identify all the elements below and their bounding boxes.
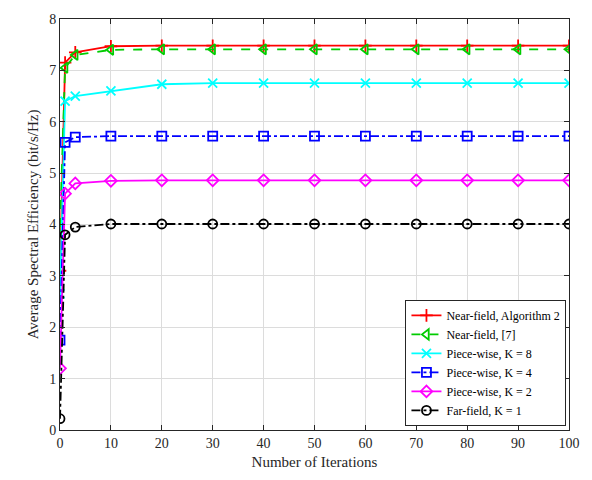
svg-text:5: 5 bbox=[49, 166, 56, 181]
svg-text:Number of Iterations: Number of Iterations bbox=[252, 454, 378, 470]
svg-text:7: 7 bbox=[49, 63, 56, 78]
svg-text:0: 0 bbox=[57, 436, 64, 451]
svg-text:Piece-wise, K = 2: Piece-wise, K = 2 bbox=[446, 385, 531, 399]
svg-text:100: 100 bbox=[559, 436, 580, 451]
svg-text:Near-field, [7]: Near-field, [7] bbox=[446, 328, 515, 342]
svg-text:80: 80 bbox=[460, 436, 474, 451]
svg-text:60: 60 bbox=[358, 436, 372, 451]
svg-text:90: 90 bbox=[511, 436, 525, 451]
svg-text:3: 3 bbox=[49, 269, 56, 284]
svg-text:Average Spectral Efficiency (b: Average Spectral Efficiency (bit/s/Hz) bbox=[25, 110, 42, 340]
svg-text:70: 70 bbox=[409, 436, 423, 451]
svg-text:Piece-wise, K = 8: Piece-wise, K = 8 bbox=[446, 347, 531, 361]
svg-text:50: 50 bbox=[308, 436, 322, 451]
svg-text:1: 1 bbox=[49, 372, 56, 387]
svg-text:8: 8 bbox=[49, 12, 56, 27]
svg-text:Near-field, Algorithm 2: Near-field, Algorithm 2 bbox=[446, 309, 559, 323]
svg-text:4: 4 bbox=[49, 217, 56, 232]
svg-text:20: 20 bbox=[155, 436, 169, 451]
svg-text:2: 2 bbox=[49, 320, 56, 335]
svg-text:40: 40 bbox=[257, 436, 271, 451]
svg-text:0: 0 bbox=[49, 423, 56, 438]
svg-text:10: 10 bbox=[104, 436, 118, 451]
svg-text:Piece-wise, K = 4: Piece-wise, K = 4 bbox=[446, 366, 531, 380]
svg-text:Far-field, K = 1: Far-field, K = 1 bbox=[446, 404, 521, 418]
svg-text:6: 6 bbox=[49, 115, 56, 130]
svg-text:30: 30 bbox=[206, 436, 220, 451]
